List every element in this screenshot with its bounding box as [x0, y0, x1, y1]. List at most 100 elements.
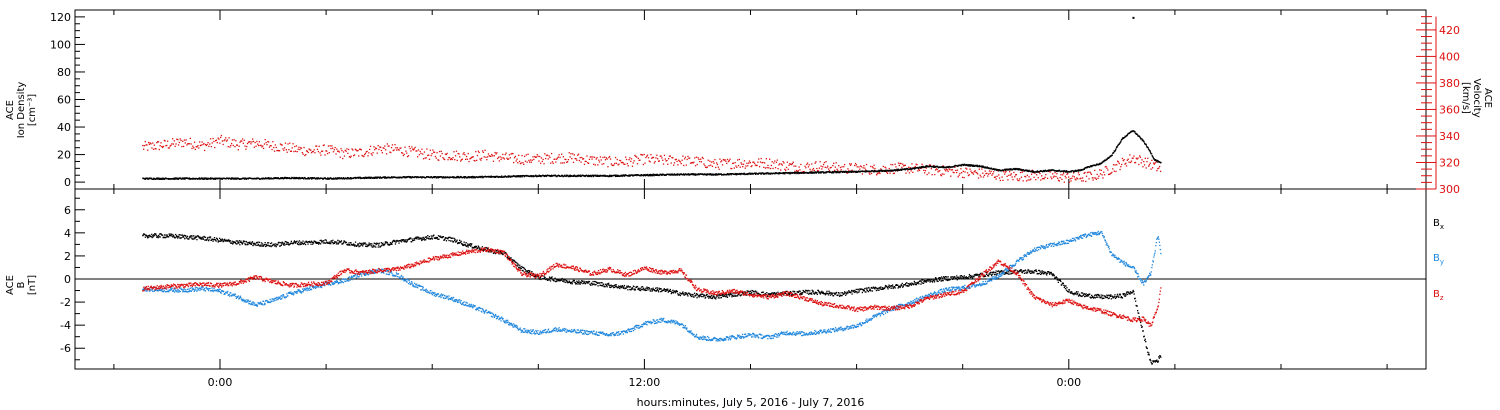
density-point — [243, 177, 245, 179]
velocity-point — [973, 171, 975, 173]
density-point — [176, 178, 178, 180]
bx-point — [674, 290, 676, 292]
velocity-point — [897, 162, 900, 164]
bx-point — [329, 241, 331, 243]
bx-point — [583, 281, 586, 283]
bx-point — [247, 243, 249, 246]
velocity-point — [291, 147, 293, 149]
velocity-point — [780, 169, 782, 171]
velocity-point — [154, 148, 156, 150]
density-point — [822, 171, 824, 173]
bx-point — [213, 237, 216, 239]
bx-point — [397, 240, 400, 242]
velocity-point — [1021, 171, 1023, 173]
velocity-point — [279, 143, 282, 145]
density-point — [1028, 169, 1030, 171]
velocity-point — [900, 162, 902, 165]
bx-point — [615, 285, 617, 287]
density-point — [909, 168, 911, 170]
bx-point — [460, 240, 462, 242]
velocity-point — [417, 156, 419, 158]
density-point — [200, 178, 202, 180]
velocity-point — [241, 138, 244, 140]
density-point — [1026, 170, 1028, 172]
bx-point — [527, 270, 529, 272]
velocity-point — [322, 144, 324, 147]
bx-point — [329, 242, 331, 245]
density-point — [500, 176, 502, 178]
velocity-point — [965, 167, 967, 169]
bx-point — [753, 290, 755, 293]
velocity-point — [850, 163, 852, 165]
velocity-point — [285, 149, 287, 151]
bx-point — [447, 236, 450, 239]
bx-point — [601, 282, 603, 284]
bx-point — [280, 244, 282, 246]
density-point — [610, 174, 612, 176]
density-point — [735, 173, 737, 175]
velocity-point — [898, 164, 900, 167]
velocity-point — [1102, 177, 1104, 179]
bx-point — [595, 283, 597, 286]
velocity-point — [1124, 163, 1126, 165]
velocity-point — [359, 148, 362, 150]
bx-point — [607, 284, 609, 286]
bx-point — [460, 241, 462, 244]
bx-point — [520, 267, 522, 269]
bx-point — [434, 237, 436, 240]
velocity-point — [738, 158, 740, 161]
bx-point — [817, 289, 819, 292]
velocity-point — [620, 160, 622, 162]
velocity-point — [351, 148, 353, 150]
velocity-point — [1145, 167, 1147, 169]
velocity-point — [556, 157, 559, 159]
bx-point — [212, 240, 214, 242]
velocity-point — [204, 143, 207, 146]
density-point — [277, 177, 279, 180]
velocity-point — [998, 174, 1000, 176]
density-point — [614, 175, 617, 178]
velocity-point — [186, 144, 188, 146]
velocity-point — [848, 169, 850, 172]
density-point — [244, 178, 246, 180]
bx-point — [724, 295, 726, 297]
velocity-point — [164, 140, 166, 142]
bx-point — [249, 241, 251, 243]
velocity-point — [393, 149, 395, 151]
velocity-point — [747, 165, 749, 167]
velocity-point — [1091, 177, 1093, 179]
velocity-point — [503, 158, 506, 160]
density-point — [1072, 170, 1074, 172]
density-point — [459, 176, 461, 178]
bx-point — [690, 293, 692, 296]
velocity-point — [673, 162, 676, 164]
velocity-point — [1103, 171, 1105, 173]
velocity-point — [204, 149, 206, 152]
bx-point — [707, 295, 709, 297]
bx-point — [841, 292, 844, 294]
velocity-point — [791, 163, 794, 165]
velocity-point — [951, 169, 954, 171]
bx-point — [728, 295, 731, 297]
velocity-point — [812, 167, 815, 170]
density-point — [1070, 170, 1072, 172]
bx-point — [361, 243, 363, 245]
velocity-point — [737, 159, 739, 161]
velocity-point — [597, 164, 599, 166]
velocity-point — [615, 162, 618, 164]
density-point — [1014, 169, 1016, 171]
bx-point — [194, 238, 196, 240]
density-point — [160, 178, 162, 180]
velocity-point — [206, 143, 208, 146]
bx-point — [403, 239, 406, 241]
velocity-point — [755, 164, 757, 167]
density-point — [995, 168, 997, 170]
velocity-point — [489, 155, 491, 157]
density-point — [385, 176, 387, 178]
velocity-point — [467, 152, 469, 155]
velocity-point — [1067, 173, 1069, 175]
density-point — [543, 175, 545, 177]
bx-point — [762, 291, 764, 293]
velocity-point — [496, 152, 498, 154]
velocity-point — [509, 157, 511, 159]
